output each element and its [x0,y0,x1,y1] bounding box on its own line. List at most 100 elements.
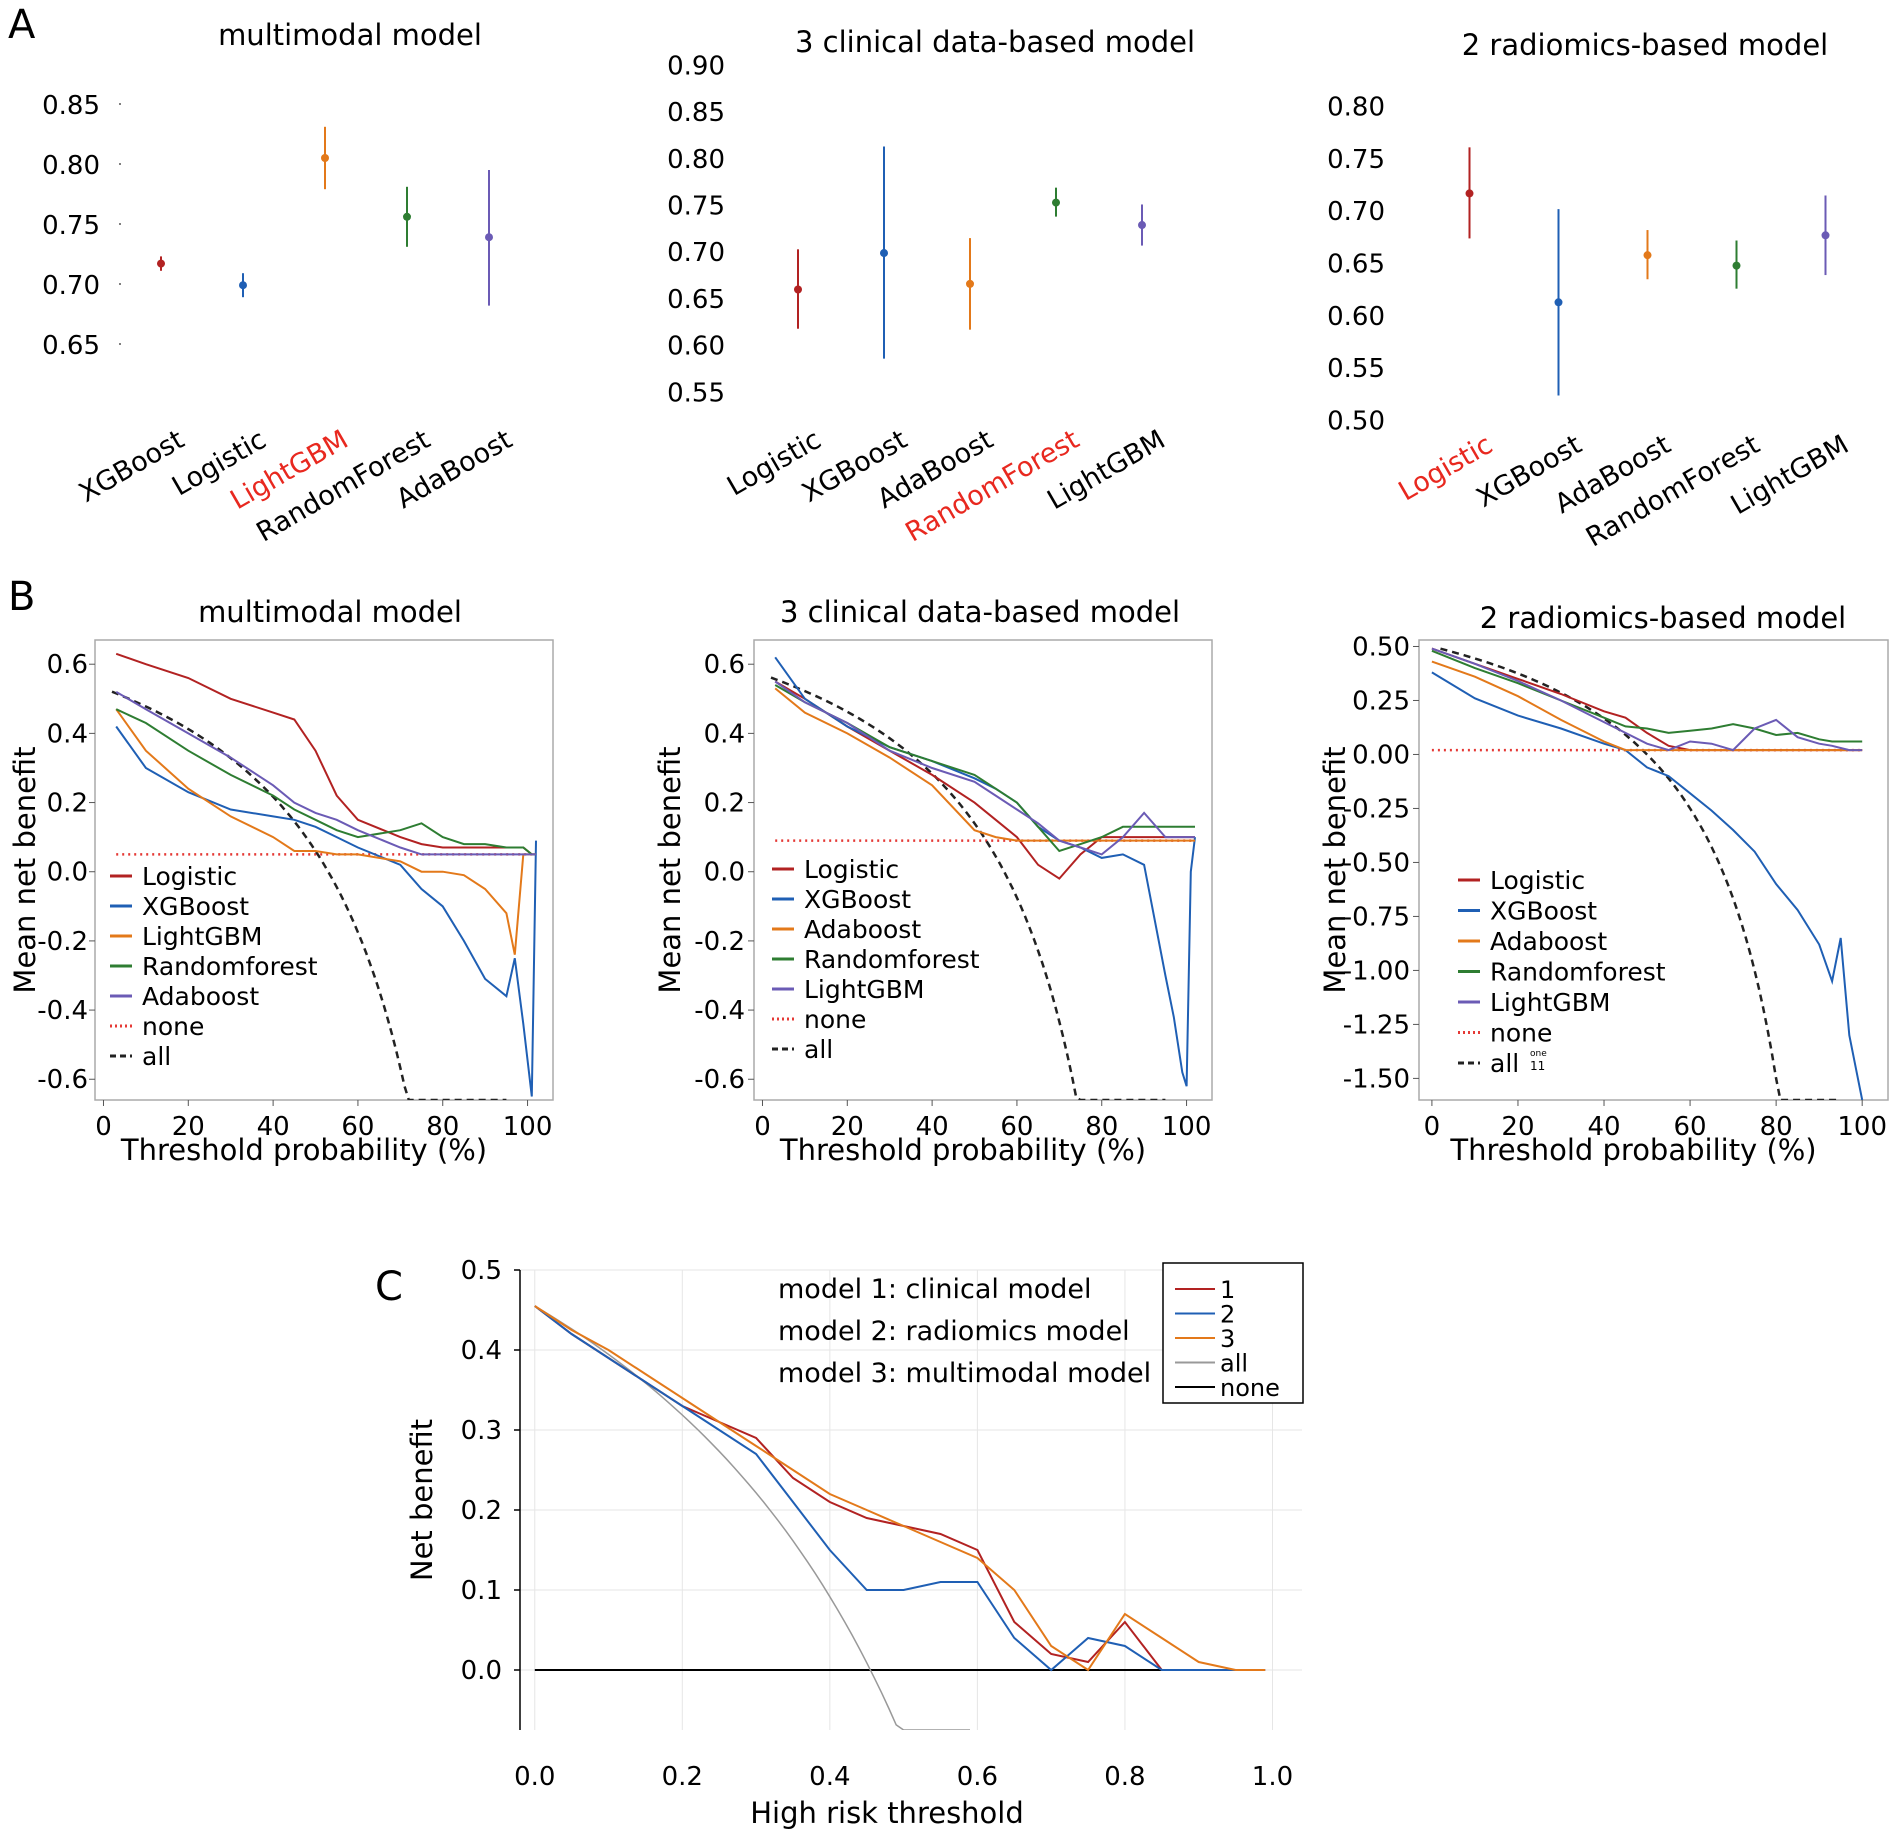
chart-title: multimodal model [218,18,482,52]
x-tick-label: 20 [1501,1112,1534,1142]
y-tick-label: -0.4 [37,996,88,1026]
point-lightgbm [1821,231,1830,240]
x-tick-label: XGBoost [74,424,190,509]
x-tick-label: 20 [831,1112,864,1142]
y-tick-label: 0.3 [461,1416,502,1446]
series-line-xgboost [1431,671,1864,1100]
point-randomforest [1052,198,1060,207]
y-tick-label: 0.60 [1327,302,1385,332]
x-tick-label: 60 [341,1112,374,1142]
x-tick-label: 60 [1000,1112,1033,1142]
y-tick-label: -0.50 [1343,848,1410,878]
legend-label: Adaboost [1490,927,1607,956]
chart-title: 3 clinical data-based model [780,595,1180,629]
y-tick-label: 0.4 [47,719,88,749]
annotation-text: model 3: multimodal model [778,1358,1151,1389]
x-tick-label: 40 [916,1112,949,1142]
x-tick-label: 40 [257,1112,290,1142]
y-tick-label: 0.90 [667,51,725,81]
legend-label: Randomforest [1490,958,1666,987]
legend-label: none [804,1005,866,1034]
x-tick-label: 40 [1587,1112,1620,1142]
y-tick-label: 0.50 [1352,632,1410,662]
chart-title: multimodal model [198,595,462,629]
series-line-lightgbm [774,680,1195,856]
y-tick-label: -0.6 [37,1065,88,1095]
annotation-text: model 2: radiomics model [778,1316,1130,1347]
plot-area [111,652,537,1100]
y-tick-label: 0.4 [704,719,745,749]
legend-label: none [142,1012,204,1041]
panel-label-b: B [8,574,35,620]
auc-chart-radiomics: 2 radiomics-based model 0.50 0.55 0.60 0.65 0… [1327,28,1854,553]
point-logistic [239,281,247,290]
y-tick-label: 0.25 [1352,686,1410,716]
legend-label: none [1490,1019,1552,1048]
point-xgboost [1554,298,1563,307]
series-line-logistic [1431,647,1863,752]
all-curve [534,1305,970,1730]
series-line-3 [534,1305,1266,1672]
chart-title: 3 clinical data-based model [795,25,1195,59]
point-logistic [794,285,802,294]
series-line-adaboost [115,691,536,856]
auc-chart-multimodal: multimodal model 0.65 0.70 0.75 0.80 0.85 XGBo… [42,18,517,548]
y-tick-label: -0.75 [1343,902,1410,932]
legend-label: XGBoost [1490,897,1597,926]
x-axis-label: Threshold probability (%) [779,1133,1146,1167]
plot-area [534,1305,1266,1730]
y-tick-label: 0.85 [42,91,100,121]
y-axis-label: Mean net benefit [1318,746,1352,993]
plot-area [770,656,1196,1100]
point-adaboost [1643,251,1652,260]
y-tick-label: 0.75 [667,191,725,221]
point-adaboost [485,233,493,242]
y-tick-label: 0.80 [667,145,725,175]
x-axis-label: High risk threshold [750,1796,1024,1830]
plot-frame [1418,639,1889,1101]
series-line-2 [534,1305,1266,1672]
y-tick-label: -0.2 [694,927,745,957]
y-tick-label: 0.55 [1327,354,1385,384]
legend-label: 1 [1220,1276,1235,1304]
legend-label: Adaboost [142,982,259,1011]
y-tick-label: 0.60 [667,332,725,362]
legend-artifact: one [1530,1049,1547,1059]
plot-area [1431,647,1864,1100]
x-tick-label: 0.4 [809,1762,850,1792]
y-tick-label: 0.65 [667,285,725,315]
point-adaboost [966,279,974,288]
y-tick-label: 0.1 [461,1576,502,1606]
legend-label: all [1490,1049,1519,1078]
y-tick-label: 0.6 [47,650,88,680]
y-tick-label: -1.00 [1343,956,1410,986]
legend-label: Randomforest [142,952,318,981]
y-axis-label: Mean net benefit [8,746,42,993]
x-tick-label: 80 [1085,1112,1118,1142]
legend-label: LightGBM [804,975,924,1004]
chart-title: 2 radiomics-based model [1462,28,1828,62]
legend-label: none [1220,1374,1280,1402]
series-line-randomforest [1431,649,1863,743]
legend-label: Logistic [1490,866,1585,895]
y-tick-label: 0.85 [667,98,725,128]
x-tick-label: 0.8 [1104,1762,1145,1792]
y-tick-label: 0.55 [667,378,725,408]
point-xgboost [880,249,888,258]
y-tick-label: 0.50 [1327,407,1385,437]
legend-artifact: 11 [1530,1059,1545,1073]
legend-label: XGBoost [804,885,911,914]
y-axis-label: Mean net benefit [653,746,687,993]
y-tick-label: -0.4 [694,996,745,1026]
point-logistic [1465,189,1474,198]
y-tick-label: 0.70 [42,271,100,301]
y-tick-label: -1.50 [1343,1064,1410,1094]
y-tick-label: 0.65 [1327,250,1385,280]
panel-label-a: A [8,2,36,48]
y-tick-label: 0.2 [47,789,88,819]
x-axis-label: Threshold probability (%) [1449,1133,1816,1167]
series-line-adaboost [1431,660,1863,752]
x-tick-label: 60 [1674,1112,1707,1142]
legend-label: all [804,1035,833,1064]
